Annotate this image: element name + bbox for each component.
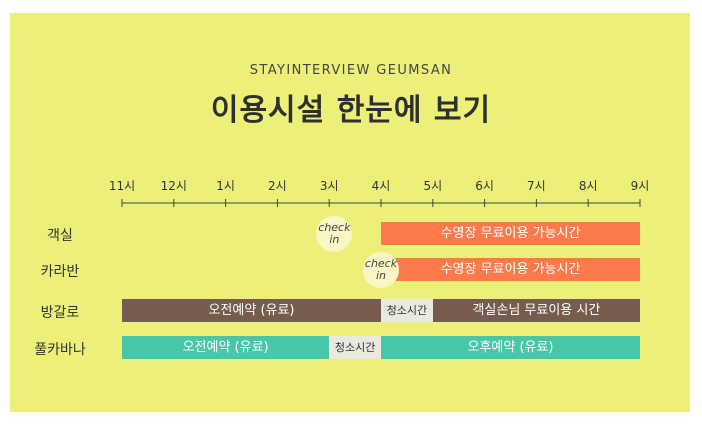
check-in-badge: check in (363, 252, 399, 288)
hour-label: 2시 (268, 179, 287, 193)
check-in-text: check (318, 221, 351, 234)
time-bar: 오후예약 (유료) (381, 336, 640, 359)
hour-label: 1시 (216, 179, 235, 193)
subtitle: STAYINTERVIEW GEUMSAN (249, 63, 453, 78)
row-label: 풀카바나 (34, 342, 86, 358)
hour-label: 12시 (161, 179, 187, 193)
hour-label: 5시 (423, 179, 442, 193)
time-bar: 수영장 무료이용 가능시간 (381, 222, 640, 245)
hour-label: 3시 (320, 179, 339, 193)
hour-label: 7시 (527, 179, 546, 193)
check-in-text: in (375, 269, 387, 282)
check-in-badge: check in (316, 216, 353, 252)
hour-label: 8시 (579, 179, 598, 193)
page-title: 이용시설 한눈에 보기 (210, 93, 492, 128)
row-label: 방갈로 (40, 305, 80, 321)
cleaning-time-bar: 청소시간 (329, 336, 381, 359)
check-in-text: check (364, 257, 398, 270)
hour-label: 6시 (475, 179, 494, 193)
check-in-text: in (329, 233, 340, 246)
row-label: 객실 (47, 228, 73, 244)
time-bar: 오전예약 (유료) (122, 299, 381, 322)
hour-label: 9시 (631, 179, 650, 193)
hour-label: 4시 (372, 179, 391, 193)
cleaning-time-bar: 청소시간 (381, 299, 433, 322)
hour-label: 11시 (109, 179, 135, 193)
time-bar: 오전예약 (유료) (122, 336, 330, 359)
time-bar: 수영장 무료이용 가능시간 (381, 258, 640, 281)
row-label: 카라반 (40, 264, 80, 280)
time-bar: 객실손님 무료이용 시간 (432, 299, 640, 322)
